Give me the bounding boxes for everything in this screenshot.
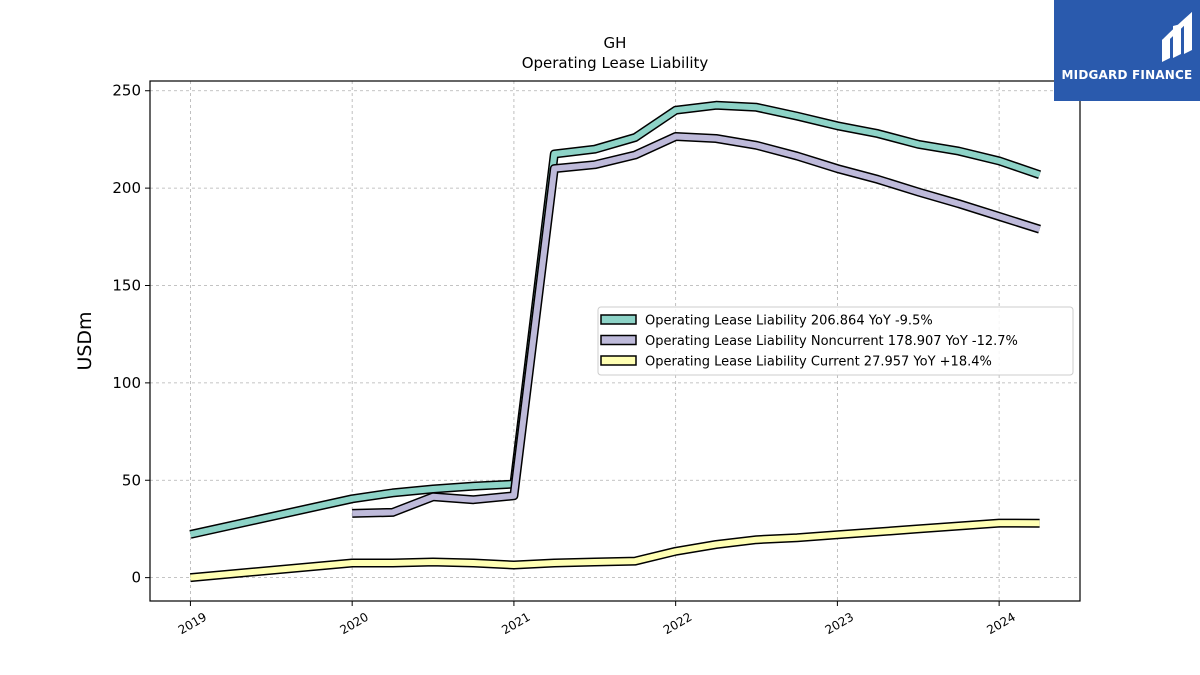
legend-label-1: Operating Lease Liability 206.864 YoY -9…	[645, 314, 933, 329]
series-layer	[189, 100, 1042, 583]
midgard-logo-icon	[1162, 12, 1192, 62]
y-tick-label: 250	[112, 82, 141, 100]
brand-name: MIDGARD FINANCE	[1061, 68, 1193, 82]
x-tick-label: 2022	[661, 610, 694, 637]
legend-swatch-3	[600, 355, 637, 366]
legend-swatch-2	[600, 334, 637, 346]
plot-frame	[149, 80, 1081, 602]
y-axis-label: USDm	[74, 311, 96, 370]
series-line-1	[189, 102, 1041, 538]
y-tick-label: 200	[112, 179, 141, 197]
x-tick-label: 2021	[499, 610, 532, 637]
chart-title: GH	[604, 34, 627, 52]
legend-label-2: Operating Lease Liability Noncurrent 178…	[645, 334, 1018, 349]
brand-logo: MIDGARD FINANCE	[1054, 0, 1200, 101]
legend-label-3: Operating Lease Liability Current 27.957…	[645, 355, 992, 370]
series-line-2	[352, 133, 1041, 517]
legend-box	[597, 306, 1074, 376]
legend-swatch-1	[600, 314, 637, 325]
y-tick-label: 150	[112, 276, 141, 294]
x-tick-label: 2023	[823, 610, 856, 637]
series-line-3	[190, 520, 1040, 581]
y-tick-label: 50	[122, 471, 141, 489]
legend: Operating Lease Liability 206.864 YoY -9…	[597, 306, 1074, 376]
y-tick-label: 0	[131, 569, 141, 587]
chart-subtitle: Operating Lease Liability	[522, 54, 709, 72]
x-tick-label: 2020	[337, 610, 370, 637]
y-tick-label: 100	[112, 374, 141, 392]
x-tick-label: 2024	[984, 610, 1017, 637]
x-tick-label: 2019	[176, 610, 209, 637]
